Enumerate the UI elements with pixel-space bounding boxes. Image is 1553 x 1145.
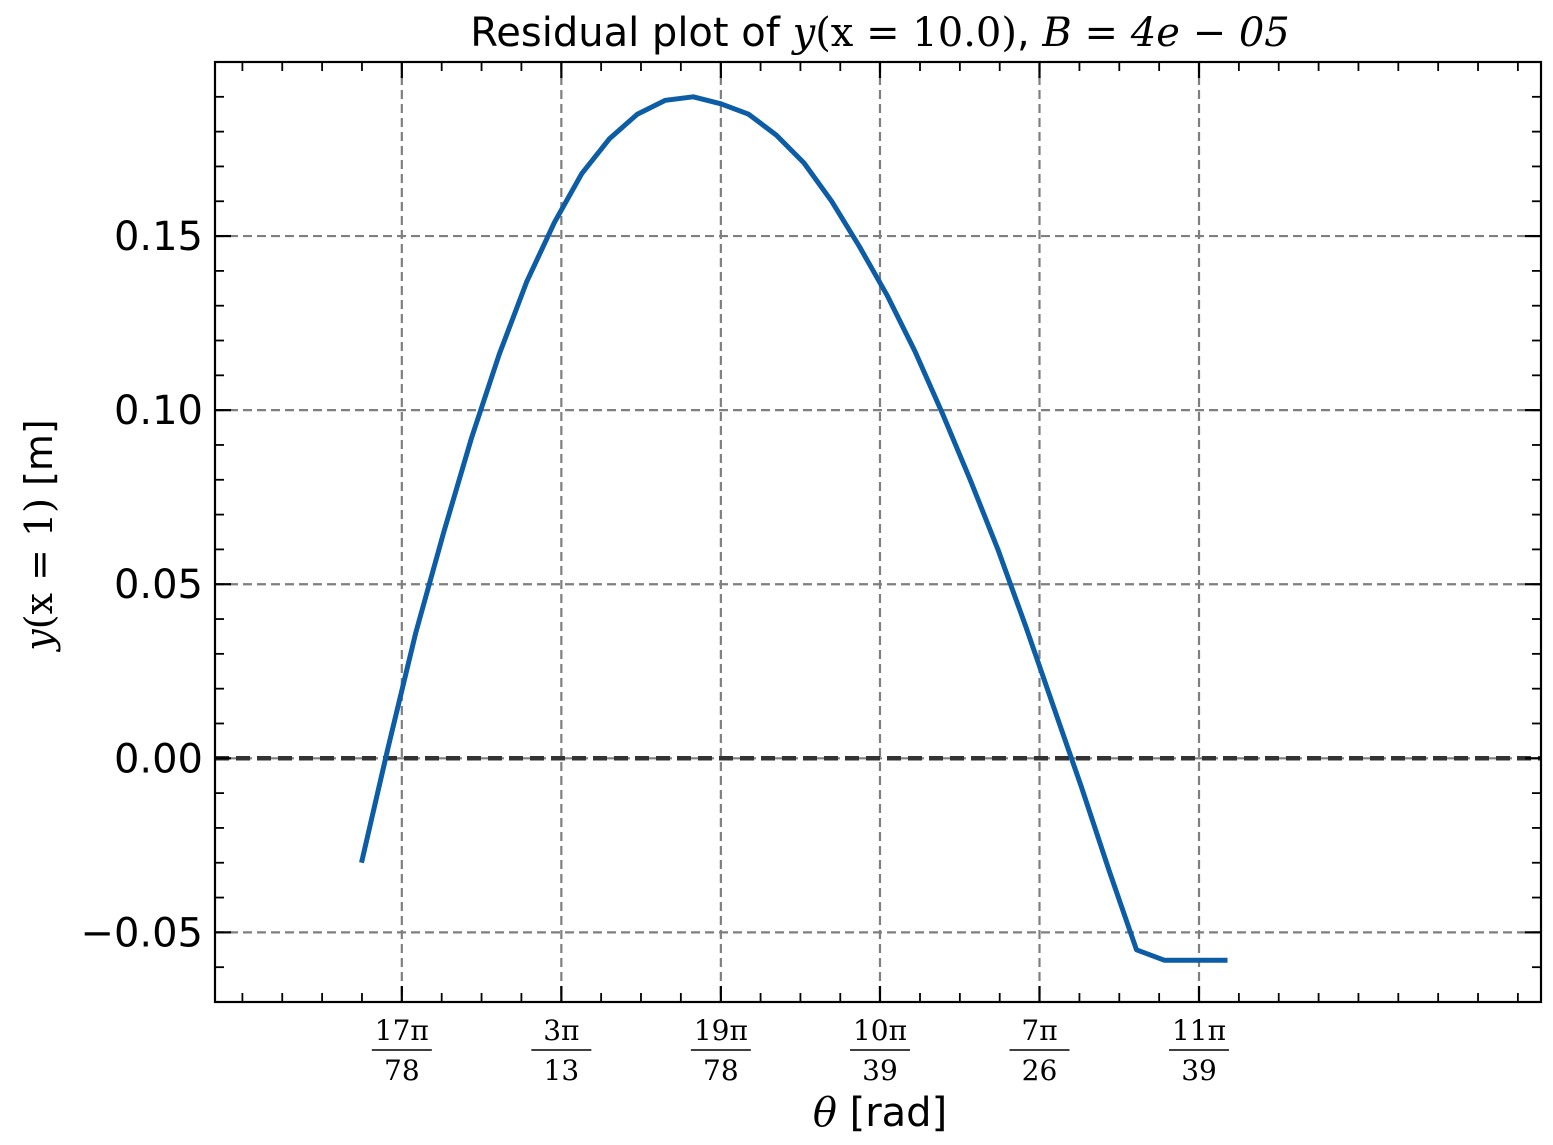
x-tick-denominator: 78: [384, 1054, 420, 1087]
plot-frame: [213, 60, 1543, 1004]
x-axis-label: θ [rad]: [813, 1090, 947, 1136]
axis-ticks: [215, 61, 1541, 1003]
x-tick-denominator: 26: [1022, 1054, 1058, 1087]
chart-title: Residual plot of y(x = 10.0), B = 4e − 0…: [470, 10, 1289, 56]
y-axis-label: y(x = 1) [m]: [17, 419, 61, 652]
x-tick-denominator: 39: [862, 1054, 898, 1087]
x-tick-denominator: 39: [1181, 1054, 1217, 1087]
x-tick-numerator: 17π: [375, 1014, 429, 1047]
y-tick-label: −0.05: [80, 910, 203, 956]
grid-lines: [215, 62, 1541, 1002]
y-tick-label: 0.00: [114, 736, 203, 782]
y-tick-label: 0.10: [114, 388, 203, 434]
x-tick-denominator: 13: [544, 1054, 580, 1087]
y-tick-labels: −0.05 0.00 0.05 0.10 0.15: [80, 214, 203, 956]
y-tick-label: 0.05: [114, 562, 203, 608]
y-tick-label: 0.15: [114, 214, 203, 260]
series-line: [359, 94, 1228, 963]
series-layer: [359, 94, 1228, 963]
x-tick-numerator: 19π: [694, 1014, 748, 1047]
x-tick-numerator: 11π: [1172, 1014, 1226, 1047]
x-tick-numerator: 3π: [543, 1014, 579, 1047]
x-tick-denominator: 78: [703, 1054, 739, 1087]
x-tick-numerator: 7π: [1021, 1014, 1057, 1047]
x-tick-numerator: 10π: [853, 1014, 907, 1047]
